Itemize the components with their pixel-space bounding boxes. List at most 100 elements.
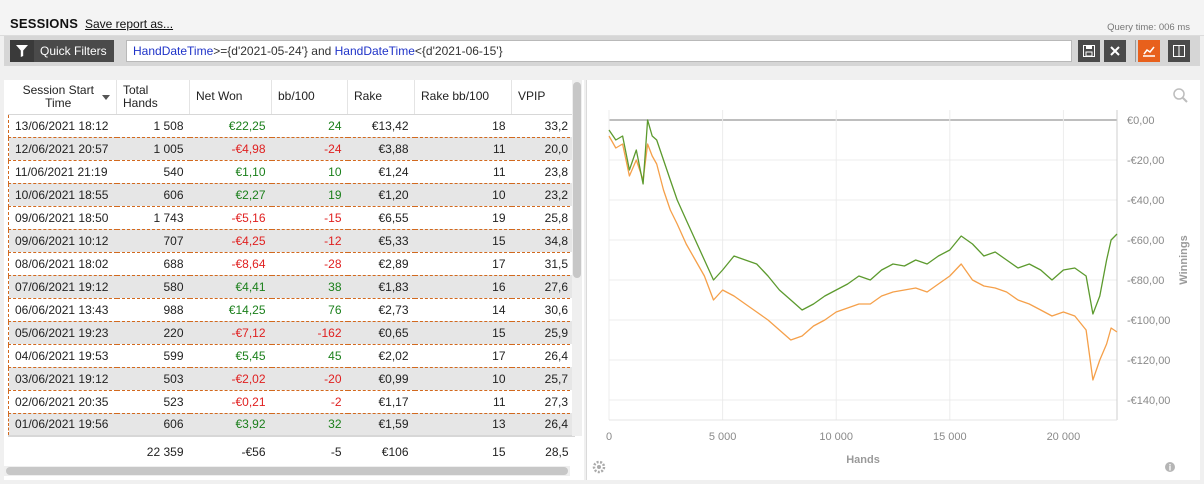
table-row[interactable]: 03/06/2021 19:12 503 -€2,02 -20 €0,99 10 25,7 <box>8 366 575 391</box>
table-row[interactable]: 04/06/2021 19:53 599 €5,45 45 €2,02 17 26,4 <box>8 343 575 368</box>
series-line <box>608 135 1118 381</box>
table-row[interactable]: 13/06/2021 18:12 1 508 €22,25 24 €13,42 18 33,… <box>8 113 575 138</box>
table-cell: 606 <box>116 412 190 437</box>
vertical-scroll-thumb[interactable] <box>573 82 581 278</box>
table-cell: 220 <box>116 320 190 345</box>
table-cell: 19 <box>271 182 348 207</box>
table-cell: 07/06/2021 19:12 <box>8 274 117 299</box>
table-cell: 25,9 <box>511 320 575 345</box>
table-cell: 1 005 <box>116 136 190 161</box>
table-cell: -12 <box>271 228 348 253</box>
table-cell: -€4,25 <box>189 228 272 253</box>
settings-gear-center <box>597 465 601 469</box>
table-row[interactable]: 09/06/2021 18:50 1 743 -€5,16 -15 €6,55 19 25,… <box>8 205 575 230</box>
clear-filter-button[interactable] <box>1104 40 1126 62</box>
table-row[interactable]: 12/06/2021 20:57 1 005 -€4,98 -24 €3,88 11 20,… <box>8 136 575 161</box>
table-cell: 31,5 <box>511 251 575 276</box>
table-cell: 580 <box>116 274 190 299</box>
horizontal-scrollbar[interactable] <box>4 466 570 476</box>
table-cell: -€7,12 <box>189 320 272 345</box>
total-cell: €106 <box>347 435 415 466</box>
table-row[interactable]: 06/06/2021 13:43 988 €14,25 76 €2,73 14 30,6 <box>8 297 575 322</box>
table-cell: 11 <box>414 389 512 414</box>
column-header-vpip[interactable]: VPIP <box>511 80 575 115</box>
sessions-table: Session Start Time Total Hands Net Won b… <box>8 80 575 466</box>
table-cell: 30,6 <box>511 297 575 322</box>
column-header-session-start-time[interactable]: Session Start Time <box>8 80 117 115</box>
save-filter-button[interactable] <box>1078 40 1100 62</box>
y-tick-label: -€140,00 <box>1127 395 1170 407</box>
table-cell: 19 <box>414 205 512 230</box>
table-row[interactable]: 11/06/2021 21:19 540 €1,10 10 €1,24 11 23,8 <box>8 159 575 184</box>
table-cell: €3,92 <box>189 412 272 437</box>
series-line <box>608 119 1118 315</box>
table-cell: 23,2 <box>511 182 575 207</box>
table-cell: -2 <box>271 389 348 414</box>
table-cell: 599 <box>116 343 190 368</box>
column-header-net-won[interactable]: Net Won <box>189 80 272 115</box>
table-cell: 05/06/2021 19:23 <box>8 320 117 345</box>
vertical-scrollbar[interactable] <box>572 80 582 436</box>
table-cell: 1 743 <box>116 205 190 230</box>
table-cell: €2,02 <box>347 343 415 368</box>
table-cell: €4,41 <box>189 274 272 299</box>
quick-filters-button[interactable]: Quick Filters <box>10 40 114 62</box>
table-row[interactable]: 09/06/2021 10:12 707 -€4,25 -12 €5,33 15 34,8 <box>8 228 575 253</box>
column-header-rake-bb100[interactable]: Rake bb/100 <box>414 80 512 115</box>
table-cell: 523 <box>116 389 190 414</box>
table-row[interactable]: 08/06/2021 18:02 688 -€8,64 -28 €2,89 17 31,5 <box>8 251 575 276</box>
table-cell: 38 <box>271 274 348 299</box>
table-row[interactable]: 07/06/2021 19:12 580 €4,41 38 €1,83 16 27,6 <box>8 274 575 299</box>
save-report-link[interactable]: Save report as... <box>85 17 174 31</box>
table-cell: €1,17 <box>347 389 415 414</box>
horizontal-scroll-thumb[interactable] <box>6 467 568 475</box>
table-cell: 45 <box>271 343 348 368</box>
table-cell: €13,42 <box>347 113 415 138</box>
table-row[interactable]: 01/06/2021 19:56 606 €3,92 32 €1,59 13 26,4 <box>8 412 575 437</box>
clear-icon <box>1110 46 1120 56</box>
table-cell: 1 508 <box>116 113 190 138</box>
table-cell: -20 <box>271 366 348 391</box>
table-cell: 688 <box>116 251 190 276</box>
table-cell: 23,8 <box>511 159 575 184</box>
table-cell: €1,10 <box>189 159 272 184</box>
x-axis-title: Hands <box>846 454 880 466</box>
table-cell: 16 <box>414 274 512 299</box>
table-cell: -€8,64 <box>189 251 272 276</box>
table-cell: 20,0 <box>511 136 575 161</box>
table-row[interactable]: 05/06/2021 19:23 220 -€7,12 -162 €0,65 15 25,9 <box>8 320 575 345</box>
info-icon[interactable] <box>1165 462 1175 472</box>
column-header-total-hands[interactable]: Total Hands <box>116 80 190 115</box>
column-header-bb100[interactable]: bb/100 <box>271 80 348 115</box>
table-cell: 503 <box>116 366 190 391</box>
winnings-chart: €0,00 -€20,00 -€40,00 -€60,00 -€80,00 -€100,0… <box>592 88 1190 474</box>
table-row[interactable]: 02/06/2021 20:35 523 -€0,21 -2 €1,17 11 27,3 <box>8 389 575 414</box>
split-view-button[interactable] <box>1168 40 1190 62</box>
column-header-rake[interactable]: Rake <box>347 80 415 115</box>
zoom-icon[interactable] <box>1173 88 1185 100</box>
table-cell: 10/06/2021 18:55 <box>8 182 117 207</box>
total-cell: -5 <box>271 435 348 466</box>
filter-operator-1: >= <box>213 44 228 58</box>
table-cell: 24 <box>271 113 348 138</box>
chart-view-button[interactable] <box>1138 40 1160 62</box>
table-cell: 76 <box>271 297 348 322</box>
table-row[interactable]: 10/06/2021 18:55 606 €2,27 19 €1,20 10 23,2 <box>8 182 575 207</box>
table-cell: 13/06/2021 18:12 <box>8 113 117 138</box>
table-cell: 11 <box>414 159 512 184</box>
table-cell: -24 <box>271 136 348 161</box>
table-cell: 09/06/2021 18:50 <box>8 205 117 230</box>
settings-gear-icon[interactable] <box>592 460 606 474</box>
table-cell: -€4,98 <box>189 136 272 161</box>
x-tick-label: 10 000 <box>819 431 853 443</box>
filter-operator-2: < <box>414 44 422 58</box>
filter-value-1: {d'2021-05-24'} <box>227 44 308 58</box>
table-cell: 02/06/2021 20:35 <box>8 389 117 414</box>
total-cell: 22 359 <box>116 435 190 466</box>
x-tick-label: 0 <box>606 431 612 443</box>
filter-expression-input[interactable]: HandDateTime>={d'2021-05-24'} and HandDa… <box>126 40 1072 62</box>
table-cell: 11 <box>414 136 512 161</box>
table-cell: 18 <box>414 113 512 138</box>
table-cell: 26,4 <box>511 412 575 437</box>
table-cell: 988 <box>116 297 190 322</box>
